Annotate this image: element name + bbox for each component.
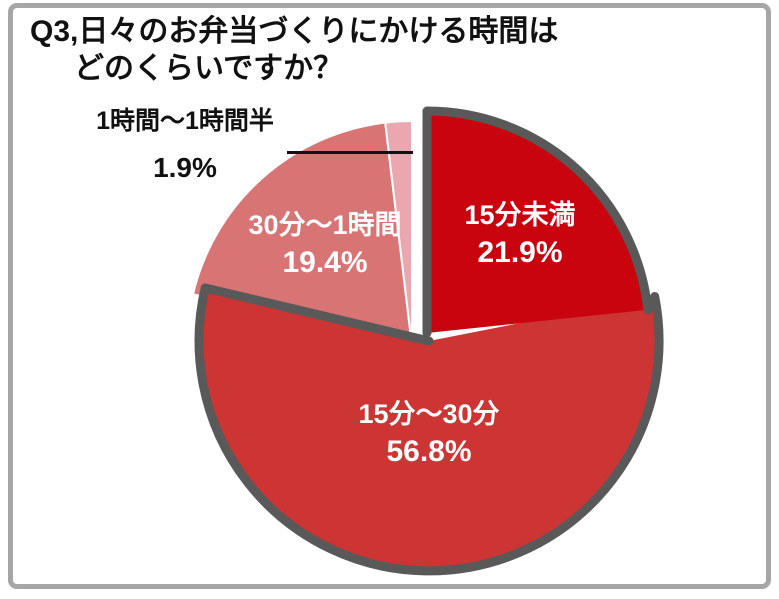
slice-label-30-60min: 30分～1時間 19.4% bbox=[248, 207, 401, 281]
pie-slice-15-30min-outline bbox=[194, 283, 664, 576]
callout-label-60-90min-name: 1時間～1時間半 bbox=[96, 107, 274, 135]
page-title-line2: どのくらいですか？ bbox=[74, 52, 344, 85]
slice-label-15-30min-pct: 56.8% bbox=[386, 435, 472, 468]
slice-label-under-15min-pct: 21.9% bbox=[477, 236, 563, 269]
page-title: Q3,日々のお弁当づくりにかける時間は どのくらいですか？ bbox=[30, 13, 558, 87]
pie-slice-30-60min bbox=[192, 121, 413, 347]
page-title-line1: Q3,日々のお弁当づくりにかける時間は bbox=[30, 15, 559, 48]
slice-label-30-60min-pct: 19.4% bbox=[282, 246, 368, 279]
callout-label-60-90min: 1時間～1時間半 1.9% bbox=[96, 106, 274, 183]
pie-slice-under-15min bbox=[427, 111, 648, 333]
pie-slice-15-30min bbox=[199, 288, 660, 571]
pie-slice-under-15min-outline bbox=[422, 106, 653, 338]
slice-label-under-15min-name: 15分未満 bbox=[464, 200, 576, 230]
pie-slice-60-90min bbox=[384, 119, 413, 347]
slice-label-30-60min-name: 30分～1時間 bbox=[248, 210, 402, 240]
slice-label-15-30min-name: 15分～30分 bbox=[358, 399, 500, 429]
slice-label-under-15min: 15分未満 21.9% bbox=[464, 197, 575, 271]
callout-label-60-90min-pct: 1.9% bbox=[153, 152, 217, 183]
slide-border-frame bbox=[8, 3, 771, 589]
callout-leader-line bbox=[287, 151, 413, 154]
slice-label-15-30min: 15分～30分 56.8% bbox=[358, 396, 499, 470]
